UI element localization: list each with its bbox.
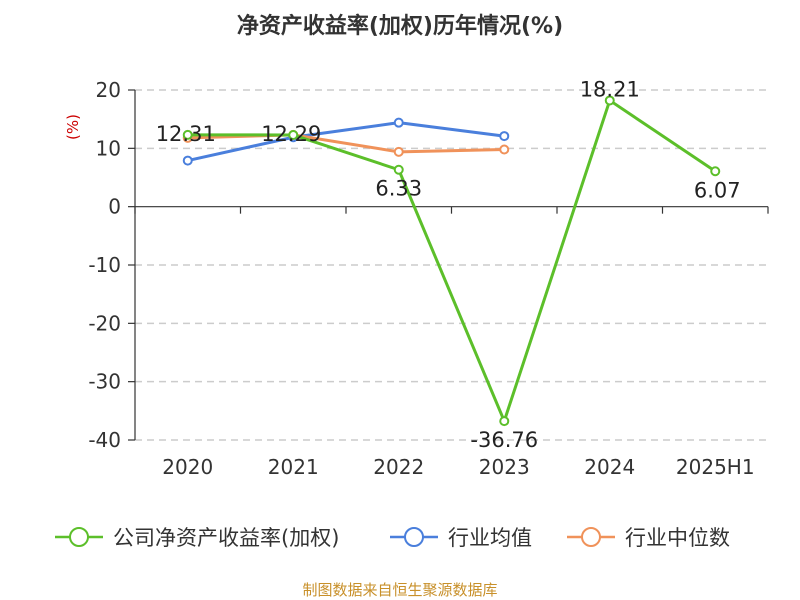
y-axis-unit-label: (%) <box>64 114 82 140</box>
y-tick-label: -30 <box>88 370 121 394</box>
data-label: 12.29 <box>261 122 321 146</box>
series-point <box>393 117 404 128</box>
legend-swatch-marker <box>69 527 89 547</box>
series-point <box>499 144 510 155</box>
data-label: 6.07 <box>694 178 741 202</box>
data-labels: 12.31 12.29 6.33 -36.76 18.21 6.07 <box>156 77 741 452</box>
series-point <box>499 131 510 142</box>
legend-label: 公司净资产收益率(加权) <box>113 526 339 550</box>
series-point <box>393 146 404 157</box>
source-note: 制图数据来自恒生聚源数据库 <box>302 581 497 599</box>
x-tick-label: 2022 <box>373 455 424 479</box>
series-point <box>288 129 299 140</box>
legend-label: 行业均值 <box>448 526 532 550</box>
series-line <box>187 121 505 163</box>
data-label: 18.21 <box>580 77 640 101</box>
x-tick-label: 2024 <box>584 455 635 479</box>
data-label: 6.33 <box>375 177 422 201</box>
grid-lines <box>135 89 768 441</box>
series-point <box>182 129 193 140</box>
series-point <box>710 166 721 177</box>
legend-label: 行业中位数 <box>625 526 730 550</box>
y-tick-label: 10 <box>96 136 121 160</box>
y-tick-label: -20 <box>88 311 121 335</box>
x-tick-label: 2020 <box>162 455 213 479</box>
chart-title: 净资产收益率(加权)历年情况(%) <box>237 13 563 39</box>
y-tick-label: -10 <box>88 253 121 277</box>
legend-swatch-marker <box>581 527 601 547</box>
legend-swatch-marker <box>404 527 424 547</box>
series-line <box>187 98 717 423</box>
y-tick-label: 0 <box>108 195 121 219</box>
data-label: -36.76 <box>470 428 538 452</box>
x-tick-label: 2021 <box>268 455 319 479</box>
y-tick-label: -40 <box>88 428 121 452</box>
series-layer <box>182 95 721 427</box>
series-point <box>604 95 615 106</box>
series-point <box>499 416 510 427</box>
series-point <box>182 155 193 166</box>
data-label: 12.31 <box>156 122 216 146</box>
x-tick-label: 2025H1 <box>676 455 755 479</box>
legend: 公司净资产收益率(加权) 行业均值 行业中位数 <box>55 526 730 550</box>
axes: 20 10 0 -10 -20 -30 -40 2020 2021 2022 2023 2024 202… <box>88 78 769 479</box>
x-tick-label: 2023 <box>479 455 530 479</box>
y-tick-label: 20 <box>96 78 121 102</box>
series-point <box>393 164 404 175</box>
